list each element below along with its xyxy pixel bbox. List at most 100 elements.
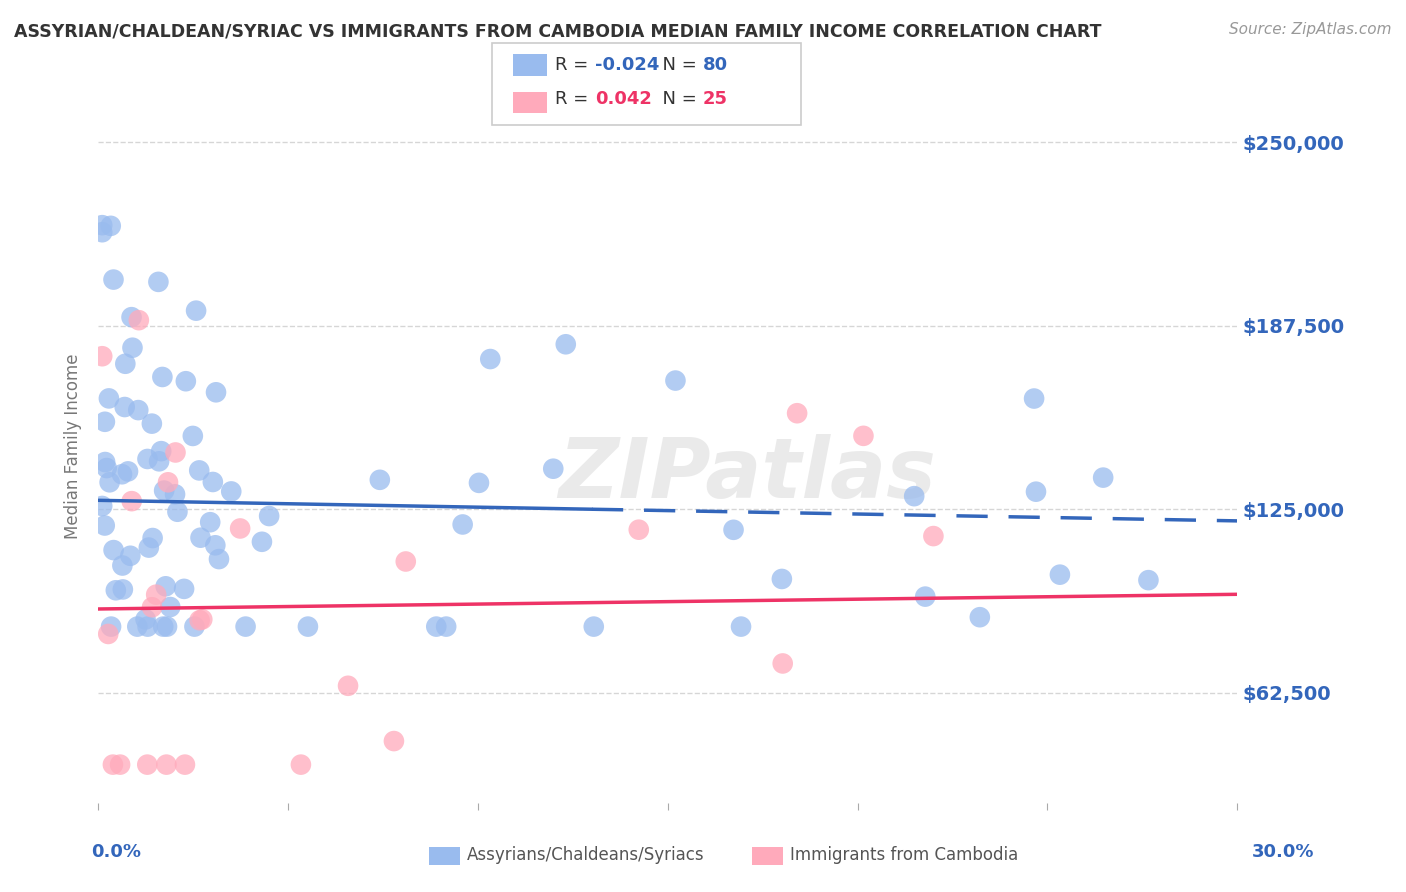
Point	[922, 529, 945, 543]
Point	[166, 505, 188, 519]
Text: ASSYRIAN/CHALDEAN/SYRIAC VS IMMIGRANTS FROM CAMBODIA MEDIAN FAMILY INCOME CORREL: ASSYRIAN/CHALDEAN/SYRIAC VS IMMIGRANTS F…	[14, 22, 1101, 40]
Point	[368, 473, 391, 487]
Point	[914, 590, 936, 604]
Point	[201, 475, 224, 489]
Point	[121, 341, 143, 355]
Point	[1025, 484, 1047, 499]
Point	[97, 392, 120, 406]
Point	[94, 455, 117, 469]
Point	[91, 349, 114, 363]
Point	[96, 461, 118, 475]
Point	[1049, 567, 1071, 582]
Text: ZIPatlas: ZIPatlas	[558, 434, 936, 515]
Point	[543, 461, 565, 475]
Point	[120, 549, 142, 563]
Text: 0.0%: 0.0%	[91, 843, 142, 861]
Point	[205, 385, 228, 400]
Point	[127, 403, 149, 417]
Point	[101, 757, 124, 772]
Text: 0.042: 0.042	[595, 90, 651, 108]
Point	[184, 303, 207, 318]
Point	[903, 489, 925, 503]
Point	[770, 572, 793, 586]
Point	[290, 757, 312, 772]
Point	[94, 415, 117, 429]
Point	[723, 523, 745, 537]
Point	[730, 619, 752, 633]
Point	[786, 406, 808, 420]
Point	[188, 613, 211, 627]
Text: R =: R =	[555, 56, 595, 74]
Point	[136, 757, 159, 772]
Point	[152, 619, 174, 633]
Text: Immigrants from Cambodia: Immigrants from Cambodia	[790, 846, 1018, 863]
Point	[157, 475, 180, 490]
Point	[111, 558, 134, 573]
Point	[100, 219, 122, 233]
Point	[148, 454, 170, 468]
Text: 30.0%: 30.0%	[1253, 843, 1315, 861]
Point	[627, 523, 650, 537]
Point	[93, 518, 115, 533]
Point	[97, 627, 120, 641]
Point	[173, 582, 195, 596]
Point	[257, 509, 280, 524]
Point	[188, 463, 211, 477]
Point	[425, 619, 447, 633]
Point	[208, 552, 231, 566]
Point	[145, 588, 167, 602]
Point	[183, 619, 205, 633]
Point	[664, 374, 686, 388]
Point	[191, 612, 214, 626]
Y-axis label: Median Family Income: Median Family Income	[65, 353, 83, 539]
Text: 25: 25	[703, 90, 728, 108]
Point	[337, 679, 360, 693]
Point	[468, 475, 491, 490]
Point	[174, 757, 197, 772]
Point	[1022, 392, 1045, 406]
Point	[128, 313, 150, 327]
Point	[190, 531, 212, 545]
Point	[111, 467, 134, 482]
Point	[142, 531, 165, 545]
Point	[479, 352, 502, 367]
Point	[1137, 573, 1160, 587]
Point	[121, 310, 143, 325]
Text: Assyrians/Chaldeans/Syriacs: Assyrians/Chaldeans/Syriacs	[467, 846, 704, 863]
Point	[98, 475, 121, 490]
Point	[395, 554, 418, 568]
Point	[969, 610, 991, 624]
Point	[114, 357, 136, 371]
Text: R =: R =	[555, 90, 595, 108]
Point	[200, 515, 222, 529]
Point	[91, 499, 114, 513]
Point	[136, 619, 159, 633]
Point	[772, 657, 794, 671]
Text: 80: 80	[703, 56, 728, 74]
Point	[554, 337, 576, 351]
Point	[148, 275, 170, 289]
Point	[1092, 470, 1115, 484]
Point	[150, 370, 173, 384]
Point	[434, 619, 457, 633]
Point	[174, 374, 197, 388]
Text: Source: ZipAtlas.com: Source: ZipAtlas.com	[1229, 22, 1392, 37]
Point	[235, 619, 257, 633]
Point	[181, 429, 204, 443]
Point	[250, 534, 273, 549]
Point	[163, 487, 186, 501]
Point	[100, 619, 122, 633]
Point	[150, 444, 173, 458]
Point	[111, 582, 134, 597]
Point	[127, 619, 149, 633]
Point	[141, 600, 163, 615]
Point	[104, 583, 127, 598]
Text: N =: N =	[651, 90, 703, 108]
Point	[229, 521, 252, 535]
Point	[108, 757, 131, 772]
Point	[204, 538, 226, 552]
Point	[155, 757, 177, 772]
Point	[382, 734, 405, 748]
Point	[103, 272, 125, 286]
Point	[451, 517, 474, 532]
